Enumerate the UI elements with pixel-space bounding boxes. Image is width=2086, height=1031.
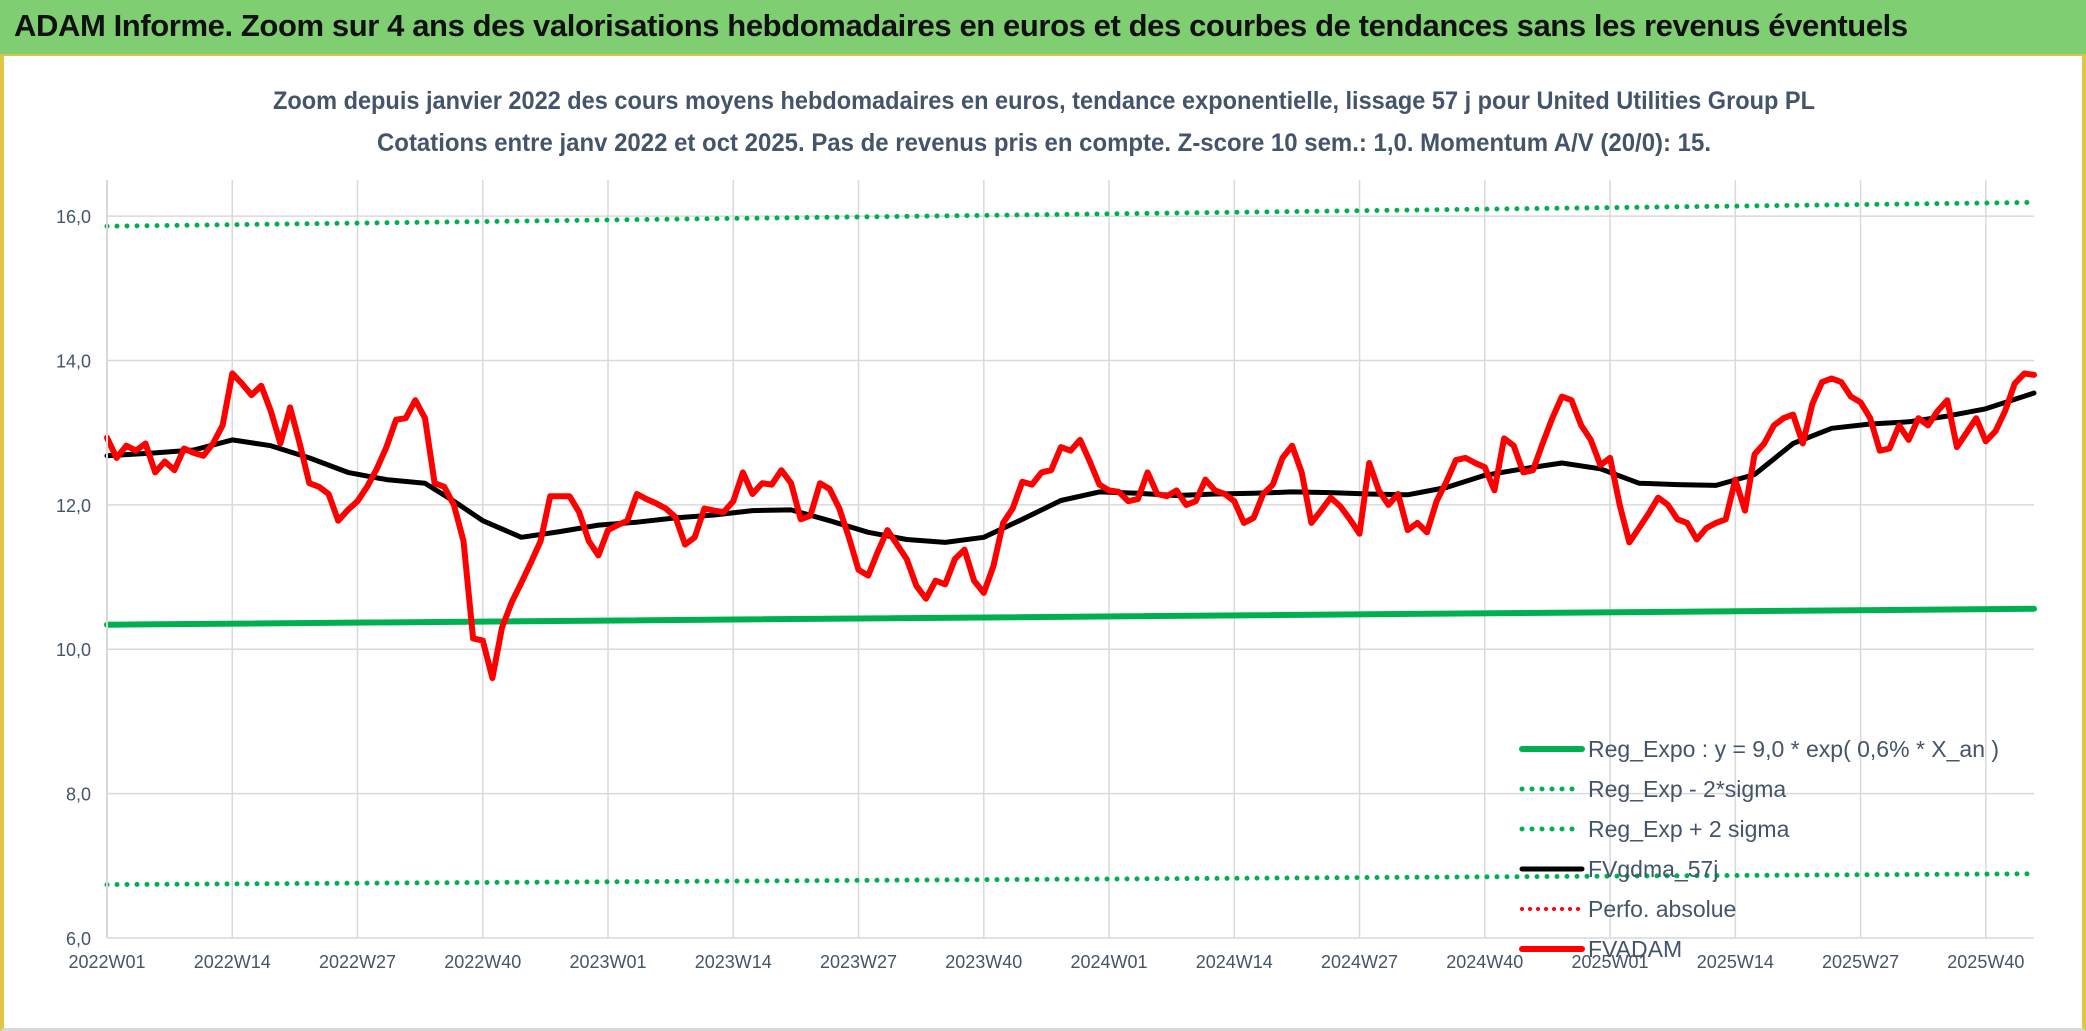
x-tick-label: 2023W14 (695, 952, 772, 972)
series-line-reg-exp-2-sigma (104, 199, 2037, 229)
y-tick-label: 8,0 (66, 785, 91, 805)
series-layer (104, 199, 2037, 888)
report-banner: ADAM Informe. Zoom sur 4 ans des valoris… (0, 0, 2086, 56)
x-tick-label: 2023W27 (820, 952, 897, 972)
y-tick-label: 12,0 (56, 496, 91, 516)
legend-label: Reg_Expo : y = 9,0 * exp( 0,6% * X_an ) (1588, 736, 1999, 762)
x-tick-label: 2025W27 (1822, 952, 1899, 972)
series-line-reg-expo-y-9-0-exp-0-6-x-an (104, 605, 2037, 628)
chart-frame: Zoom depuis janvier 2022 des cours moyen… (0, 56, 2086, 1031)
x-tick-label: 2025W14 (1697, 952, 1774, 972)
x-tick-label: 2024W40 (1446, 952, 1523, 972)
legend-label: Reg_Exp + 2 sigma (1588, 816, 1790, 842)
axes: 6,0 8,0 10,0 12,0 14,0 16,0 2022W01 2022W14 2022… (56, 180, 2024, 972)
line-chart: Zoom depuis janvier 2022 des cours moyen… (56, 87, 2037, 972)
x-tick-label: 2022W14 (194, 952, 271, 972)
legend-label: Reg_Exp - 2*sigma (1588, 776, 1786, 802)
x-tick-label: 2022W40 (444, 952, 521, 972)
chart-subtitle: Cotations entre janv 2022 et oct 2025. P… (377, 129, 1711, 157)
series-line-fvadam (104, 370, 2037, 682)
series-line-reg-exp-2-sigma (104, 871, 2037, 888)
x-tick-label: 2024W27 (1321, 952, 1398, 972)
y-tick-label: 16,0 (56, 207, 91, 227)
series-line-fvgdma-57j (104, 390, 2037, 545)
x-tick-label: 2025W40 (1947, 952, 2024, 972)
legend-label: FVADAM (1588, 936, 1682, 962)
legend-label: Perfo. absolue (1588, 896, 1736, 922)
report-title: ADAM Informe. Zoom sur 4 ans des valoris… (14, 8, 1908, 43)
x-tick-label: 2022W01 (68, 952, 145, 972)
y-tick-label: 14,0 (56, 351, 91, 371)
x-tick-label: 2024W14 (1196, 952, 1273, 972)
grid (106, 180, 2034, 939)
legend: Reg_Expo : y = 9,0 * exp( 0,6% * X_an ) R… (1519, 736, 1999, 962)
legend-label: FVgdma_57j (1588, 856, 1718, 882)
x-tick-label: 2023W40 (945, 952, 1022, 972)
y-tick-label: 10,0 (56, 640, 91, 660)
x-tick-label: 2025W01 (1572, 952, 1649, 972)
chart-title: Zoom depuis janvier 2022 des cours moyen… (273, 87, 1815, 115)
x-tick-label: 2023W01 (569, 952, 646, 972)
x-tick-label: 2024W01 (1071, 952, 1148, 972)
y-tick-label: 6,0 (66, 929, 91, 949)
x-tick-label: 2022W27 (319, 952, 396, 972)
